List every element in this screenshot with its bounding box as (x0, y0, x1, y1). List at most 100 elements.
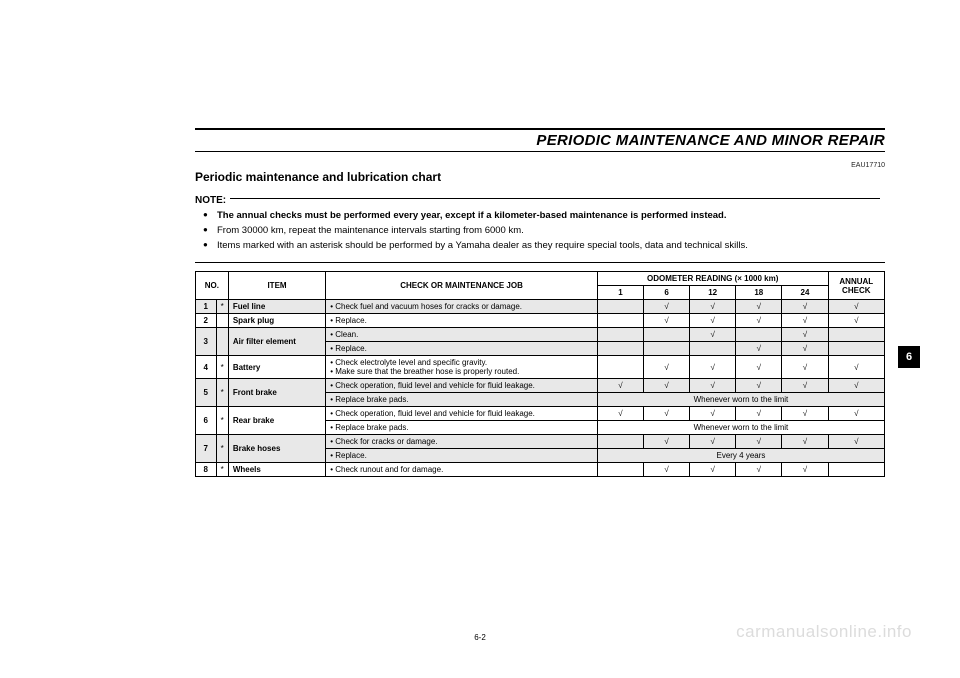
cell-annual (828, 463, 884, 477)
cell-item: Fuel line (228, 300, 325, 314)
th-item: ITEM (228, 272, 325, 300)
note-item: Items marked with an asterisk should be … (207, 240, 885, 253)
cell-check: √ (644, 407, 690, 421)
header-title: PERIODIC MAINTENANCE AND MINOR REPAIR (536, 132, 885, 149)
chart-title: Periodic maintenance and lubrication cha… (195, 170, 885, 184)
cell-check: √ (690, 435, 736, 449)
cell-check: √ (782, 407, 828, 421)
cell-item: Brake hoses (228, 435, 325, 463)
section-tab: 6 (898, 346, 920, 368)
cell-check: √ (690, 356, 736, 379)
cell-asterisk: * (216, 300, 228, 314)
cell-item: Air filter element (228, 328, 325, 356)
cell-annual: √ (828, 379, 884, 393)
cell-job: • Replace brake pads. (326, 421, 598, 435)
cell-no: 6 (196, 407, 217, 435)
cell-check: √ (782, 463, 828, 477)
cell-span-note: Whenever worn to the limit (597, 393, 884, 407)
cell-check: √ (736, 435, 782, 449)
cell-job: • Check for cracks or damage. (326, 435, 598, 449)
cell-item: Rear brake (228, 407, 325, 435)
th-no: NO. (196, 272, 229, 300)
cell-annual: √ (828, 314, 884, 328)
cell-job: • Replace brake pads. (326, 393, 598, 407)
th-od-18: 18 (736, 286, 782, 300)
cell-asterisk (216, 314, 228, 328)
cell-check (597, 435, 643, 449)
cell-no: 1 (196, 300, 217, 314)
cell-check (597, 356, 643, 379)
cell-check: √ (736, 356, 782, 379)
cell-check: √ (782, 379, 828, 393)
cell-item: Front brake (228, 379, 325, 407)
cell-asterisk: * (216, 463, 228, 477)
cell-check (644, 328, 690, 342)
cell-check: √ (736, 342, 782, 356)
cell-check (736, 328, 782, 342)
table-row: 8 * Wheels • Check runout and for damage… (196, 463, 885, 477)
cell-check (597, 314, 643, 328)
cell-check: √ (690, 407, 736, 421)
cell-check (597, 463, 643, 477)
cell-check (597, 300, 643, 314)
cell-check (597, 342, 643, 356)
cell-check: √ (782, 435, 828, 449)
cell-annual: √ (828, 435, 884, 449)
cell-check: √ (644, 314, 690, 328)
cell-job: • Check fuel and vacuum hoses for cracks… (326, 300, 598, 314)
note-item: The annual checks must be performed ever… (207, 210, 885, 223)
table-head: NO. ITEM CHECK OR MAINTENANCE JOB ODOMET… (196, 272, 885, 300)
cell-check (690, 342, 736, 356)
cell-no: 3 (196, 328, 217, 356)
th-od-12: 12 (690, 286, 736, 300)
maintenance-table: NO. ITEM CHECK OR MAINTENANCE JOB ODOMET… (195, 271, 885, 477)
cell-check: √ (690, 328, 736, 342)
cell-job: • Check operation, fluid level and vehic… (326, 379, 598, 393)
cell-item: Battery (228, 356, 325, 379)
document-code: EAU17710 (195, 162, 885, 169)
cell-check: √ (597, 407, 643, 421)
th-annual: ANNUAL CHECK (828, 272, 884, 300)
cell-check: √ (690, 463, 736, 477)
cell-span-note: Every 4 years (597, 449, 884, 463)
note-end-rule (195, 262, 885, 263)
th-od-24: 24 (782, 286, 828, 300)
cell-job: • Check runout and for damage. (326, 463, 598, 477)
cell-no: 8 (196, 463, 217, 477)
cell-check: √ (644, 300, 690, 314)
cell-check: √ (736, 407, 782, 421)
cell-check: √ (736, 379, 782, 393)
watermark: carmanualsonline.info (736, 622, 912, 642)
cell-check: √ (597, 379, 643, 393)
cell-check: √ (782, 314, 828, 328)
cell-no: 4 (196, 356, 217, 379)
cell-check: √ (782, 342, 828, 356)
cell-no: 2 (196, 314, 217, 328)
th-job: CHECK OR MAINTENANCE JOB (326, 272, 598, 300)
cell-asterisk: * (216, 407, 228, 435)
cell-span-note: Whenever worn to the limit (597, 421, 884, 435)
page-content: PERIODIC MAINTENANCE AND MINOR REPAIR EA… (195, 128, 885, 477)
cell-check: √ (644, 463, 690, 477)
th-od-1: 1 (597, 286, 643, 300)
th-od-6: 6 (644, 286, 690, 300)
cell-check: √ (644, 356, 690, 379)
cell-check: √ (644, 379, 690, 393)
note-label: NOTE: (195, 195, 226, 206)
cell-asterisk: * (216, 356, 228, 379)
cell-annual: √ (828, 407, 884, 421)
th-odometer: ODOMETER READING (× 1000 km) (597, 272, 828, 286)
cell-item: Wheels (228, 463, 325, 477)
cell-check: √ (782, 328, 828, 342)
cell-job: • Replace. (326, 314, 598, 328)
table-row: 7 * Brake hoses • Check for cracks or da… (196, 435, 885, 449)
table-row: 4 * Battery • Check electrolyte level an… (196, 356, 885, 379)
cell-check: √ (736, 314, 782, 328)
cell-check: √ (736, 300, 782, 314)
cell-asterisk: * (216, 435, 228, 463)
cell-check: √ (782, 356, 828, 379)
cell-no: 7 (196, 435, 217, 463)
cell-annual (828, 342, 884, 356)
cell-no: 5 (196, 379, 217, 407)
cell-annual: √ (828, 356, 884, 379)
